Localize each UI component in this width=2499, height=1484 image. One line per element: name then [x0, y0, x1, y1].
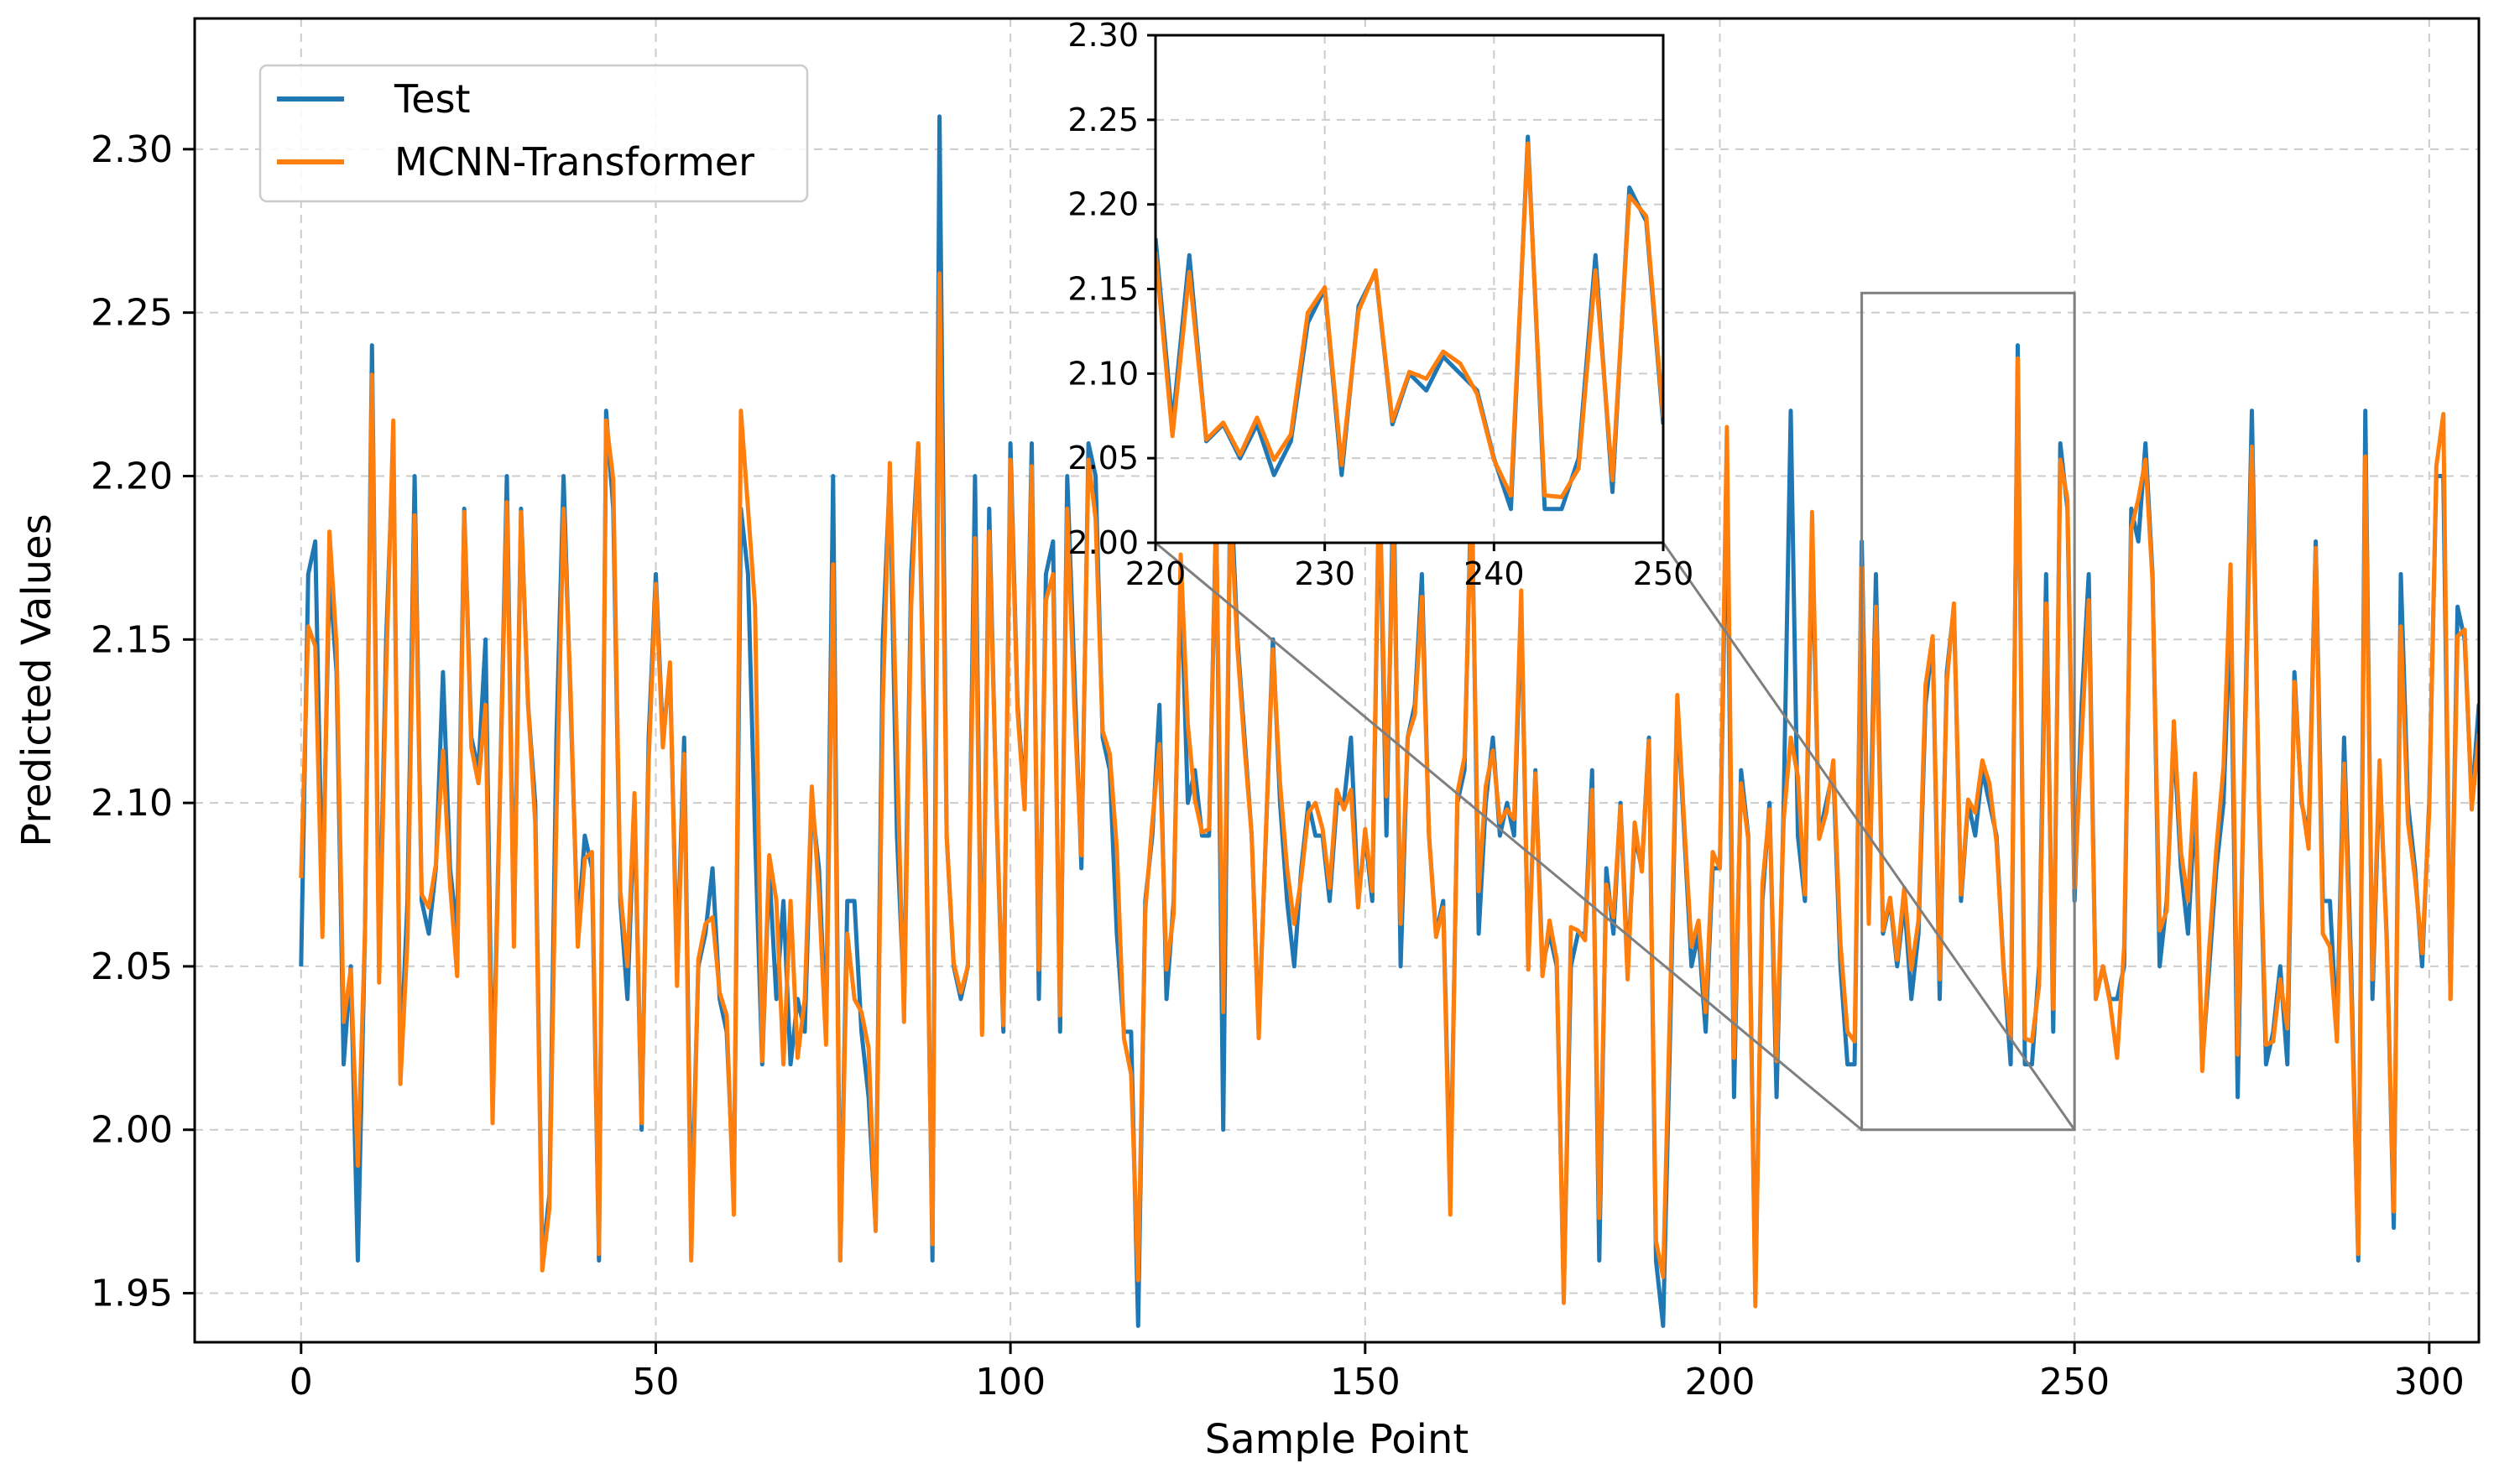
main-x-ticks: 0 50 100 150 200 250 300	[290, 1342, 2465, 1403]
legend: Test MCNN-Transformer	[258, 64, 809, 203]
legend-label-mcnn-transformer: MCNN-Transformer	[394, 139, 754, 185]
inset-series-line-mcnn-transformer	[1156, 141, 1663, 499]
x-tick-label: 0	[290, 1361, 313, 1403]
inset-x-tick-label: 230	[1294, 555, 1355, 592]
y-tick-label: 2.10	[91, 782, 173, 825]
inset-y-tick-label: 2.10	[1067, 355, 1139, 392]
x-tick-label: 50	[632, 1361, 679, 1403]
zoom-indicator	[1155, 291, 2076, 1132]
y-tick-label: 2.00	[91, 1109, 173, 1152]
x-tick-label: 200	[1684, 1361, 1755, 1403]
y-tick-label: 2.20	[91, 455, 173, 497]
zoom-box	[1860, 291, 2076, 1132]
legend-box	[258, 64, 809, 203]
y-axis-label: Predicted Values	[13, 513, 60, 846]
inset-x-tick-label: 220	[1125, 555, 1187, 592]
inset-y-tick-label: 2.30	[1067, 17, 1139, 54]
y-tick-label: 2.05	[91, 945, 173, 988]
inset-y-tick-label: 2.00	[1067, 524, 1139, 561]
y-tick-label: 2.30	[91, 128, 173, 171]
inset-x-ticks: 220 230 240 250	[1125, 543, 1694, 592]
series-line-mcnn-transformer	[299, 271, 2479, 1309]
inset-y-tick-label: 2.15	[1067, 271, 1139, 308]
x-tick-label: 100	[975, 1361, 1046, 1403]
x-tick-label: 250	[2039, 1361, 2110, 1403]
inset-y-ticks: 2.00 2.05 2.10 2.15 2.20 2.25 2.30	[1067, 17, 1156, 561]
main-plot-frame	[193, 17, 2481, 1344]
inset-x-tick-label: 240	[1463, 555, 1525, 592]
legend-label-test: Test	[394, 76, 471, 122]
inset-plot: 220 230 240 250 2.00 2.05 2.10 2.15 2.20 2.25 2.3…	[1067, 17, 1693, 592]
main-y-ticks: 1.95 2.00 2.05 2.10 2.15 2.20 2.25 2.30	[91, 128, 195, 1315]
inset-y-tick-label: 2.05	[1067, 440, 1139, 476]
inset-x-tick-label: 250	[1633, 555, 1694, 592]
x-tick-label: 150	[1330, 1361, 1401, 1403]
zoom-connector-right	[1662, 542, 2076, 1131]
x-tick-label: 300	[2394, 1361, 2465, 1403]
main-plot-series	[299, 114, 2479, 1328]
inset-plot-series	[1156, 134, 1663, 512]
y-tick-label: 2.15	[91, 618, 173, 661]
inset-y-tick-label: 2.20	[1067, 186, 1139, 223]
x-axis-label: Sample Point	[1205, 1416, 1469, 1463]
y-tick-label: 2.25	[91, 292, 173, 335]
y-tick-label: 1.95	[91, 1273, 173, 1315]
inset-y-tick-label: 2.25	[1067, 102, 1139, 138]
zoom-connector-left	[1155, 541, 1863, 1131]
